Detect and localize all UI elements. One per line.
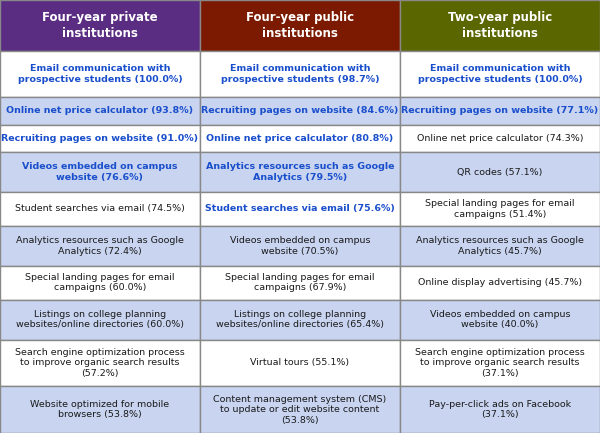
Bar (400, 51, 600, 97)
Bar (400, 226, 600, 266)
Bar (0, 152, 200, 192)
Text: Listings on college planning
websites/online directories (60.0%): Listings on college planning websites/on… (16, 310, 184, 330)
Text: Recruiting pages on website (84.6%): Recruiting pages on website (84.6%) (202, 106, 398, 115)
Text: Virtual tours (55.1%): Virtual tours (55.1%) (250, 359, 350, 368)
Bar (0, 300, 200, 339)
Text: Website optimized for mobile
browsers (53.8%): Website optimized for mobile browsers (5… (31, 400, 169, 420)
Text: Search engine optimization process
to improve organic search results
(57.2%): Search engine optimization process to im… (15, 348, 185, 378)
Text: Online net price calculator (80.8%): Online net price calculator (80.8%) (206, 134, 394, 143)
Bar (400, 97, 600, 125)
Text: Content management system (CMS)
to update or edit website content
(53.8%): Content management system (CMS) to updat… (214, 395, 386, 425)
Bar (200, 300, 400, 339)
Bar (0, 51, 200, 97)
Text: Analytics resources such as Google
Analytics (72.4%): Analytics resources such as Google Analy… (16, 236, 184, 255)
Text: Email communication with
prospective students (98.7%): Email communication with prospective stu… (221, 65, 379, 84)
Bar (200, 0, 400, 51)
Bar (0, 192, 200, 226)
Text: Videos embedded on campus
website (40.0%): Videos embedded on campus website (40.0%… (430, 310, 571, 330)
Bar (400, 125, 600, 152)
Text: QR codes (57.1%): QR codes (57.1%) (457, 168, 543, 177)
Bar (200, 226, 400, 266)
Text: Videos embedded on campus
website (76.6%): Videos embedded on campus website (76.6%… (22, 162, 178, 182)
Text: Videos embedded on campus
website (70.5%): Videos embedded on campus website (70.5%… (230, 236, 370, 255)
Bar (0, 0, 200, 51)
Text: Online net price calculator (93.8%): Online net price calculator (93.8%) (7, 106, 193, 115)
Text: Recruiting pages on website (91.0%): Recruiting pages on website (91.0%) (1, 134, 199, 143)
Bar (0, 125, 200, 152)
Text: Listings on college planning
websites/online directories (65.4%): Listings on college planning websites/on… (216, 310, 384, 330)
Text: Special landing pages for email
campaigns (51.4%): Special landing pages for email campaign… (425, 199, 575, 219)
Bar (400, 300, 600, 339)
Text: Special landing pages for email
campaigns (67.9%): Special landing pages for email campaign… (225, 273, 375, 292)
Text: Analytics resources such as Google
Analytics (79.5%): Analytics resources such as Google Analy… (206, 162, 394, 182)
Bar (400, 266, 600, 300)
Text: Search engine optimization process
to improve organic search results
(37.1%): Search engine optimization process to im… (415, 348, 585, 378)
Bar (400, 386, 600, 433)
Text: Email communication with
prospective students (100.0%): Email communication with prospective stu… (418, 65, 583, 84)
Text: Four-year private
institutions: Four-year private institutions (42, 11, 158, 40)
Text: Pay-per-click ads on Facebook
(37.1%): Pay-per-click ads on Facebook (37.1%) (429, 400, 571, 420)
Bar (200, 51, 400, 97)
Text: Student searches via email (74.5%): Student searches via email (74.5%) (15, 204, 185, 213)
Bar (0, 97, 200, 125)
Bar (200, 152, 400, 192)
Bar (0, 226, 200, 266)
Bar (200, 125, 400, 152)
Text: Online net price calculator (74.3%): Online net price calculator (74.3%) (417, 134, 583, 143)
Bar (400, 339, 600, 386)
Text: Analytics resources such as Google
Analytics (45.7%): Analytics resources such as Google Analy… (416, 236, 584, 255)
Bar (200, 192, 400, 226)
Bar (400, 152, 600, 192)
Bar (200, 266, 400, 300)
Bar (200, 386, 400, 433)
Bar (400, 192, 600, 226)
Text: Email communication with
prospective students (100.0%): Email communication with prospective stu… (17, 65, 182, 84)
Text: Four-year public
institutions: Four-year public institutions (246, 11, 354, 40)
Text: Special landing pages for email
campaigns (60.0%): Special landing pages for email campaign… (25, 273, 175, 292)
Bar (0, 386, 200, 433)
Text: Online display advertising (45.7%): Online display advertising (45.7%) (418, 278, 582, 287)
Text: Two-year public
institutions: Two-year public institutions (448, 11, 552, 40)
Text: Recruiting pages on website (77.1%): Recruiting pages on website (77.1%) (401, 106, 599, 115)
Bar (200, 97, 400, 125)
Bar (0, 339, 200, 386)
Bar (200, 339, 400, 386)
Bar (400, 0, 600, 51)
Bar (0, 266, 200, 300)
Text: Student searches via email (75.6%): Student searches via email (75.6%) (205, 204, 395, 213)
